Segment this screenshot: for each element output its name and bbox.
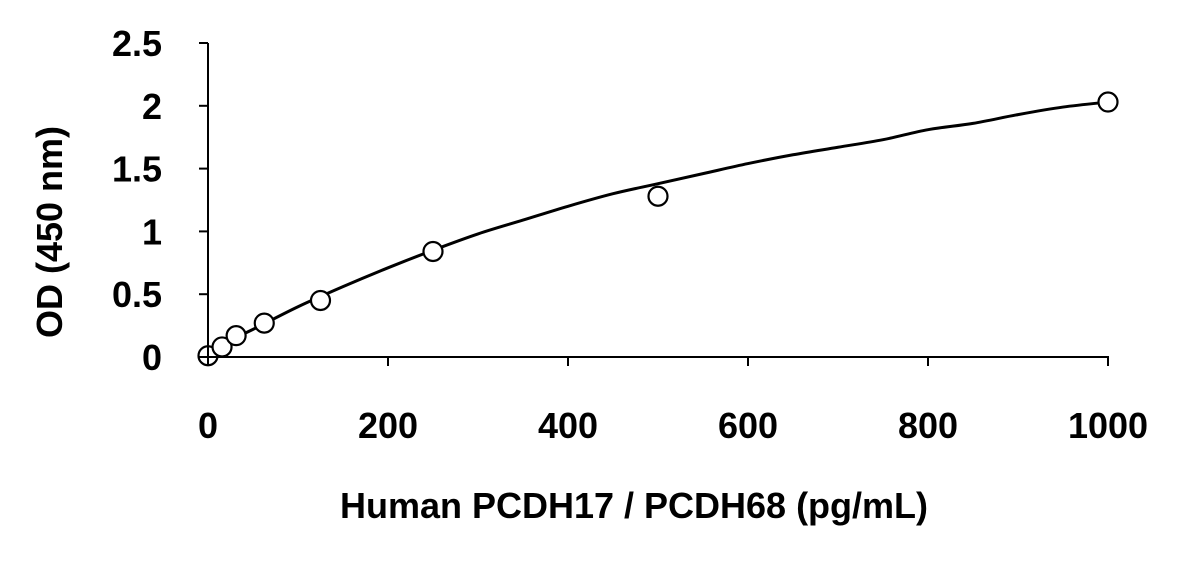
x-tick-label: 600: [718, 405, 778, 446]
data-point: [647, 185, 669, 207]
x-tick-label: 1000: [1068, 405, 1148, 446]
y-axis-title: OD (450 nm): [29, 126, 70, 338]
y-axis-ticks: 0 0.5 1 1.5 2 2.5: [112, 23, 208, 378]
x-axis-ticks: 0 200 400 600 800 1000: [198, 357, 1148, 446]
y-tick-label: 2.5: [112, 23, 162, 64]
data-point: [225, 325, 247, 347]
y-tick-label: 0: [142, 337, 162, 378]
data-point: [422, 240, 444, 263]
data-point: [253, 312, 275, 334]
y-tick-label: 1.5: [112, 149, 162, 190]
data-point: [1097, 91, 1119, 113]
x-tick-label: 200: [358, 405, 418, 446]
x-tick-label: 800: [898, 405, 958, 446]
plot-area: [197, 91, 1119, 367]
y-tick-label: 0.5: [112, 274, 162, 315]
x-tick-label: 0: [198, 405, 218, 446]
data-point: [309, 289, 332, 312]
y-tick-label: 1: [142, 211, 162, 252]
y-tick-label: 2: [142, 86, 162, 127]
x-axis-title: Human PCDH17 / PCDH68 (pg/mL): [340, 485, 928, 526]
x-tick-label: 400: [538, 405, 598, 446]
fit-curve-line: [207, 100, 1109, 353]
